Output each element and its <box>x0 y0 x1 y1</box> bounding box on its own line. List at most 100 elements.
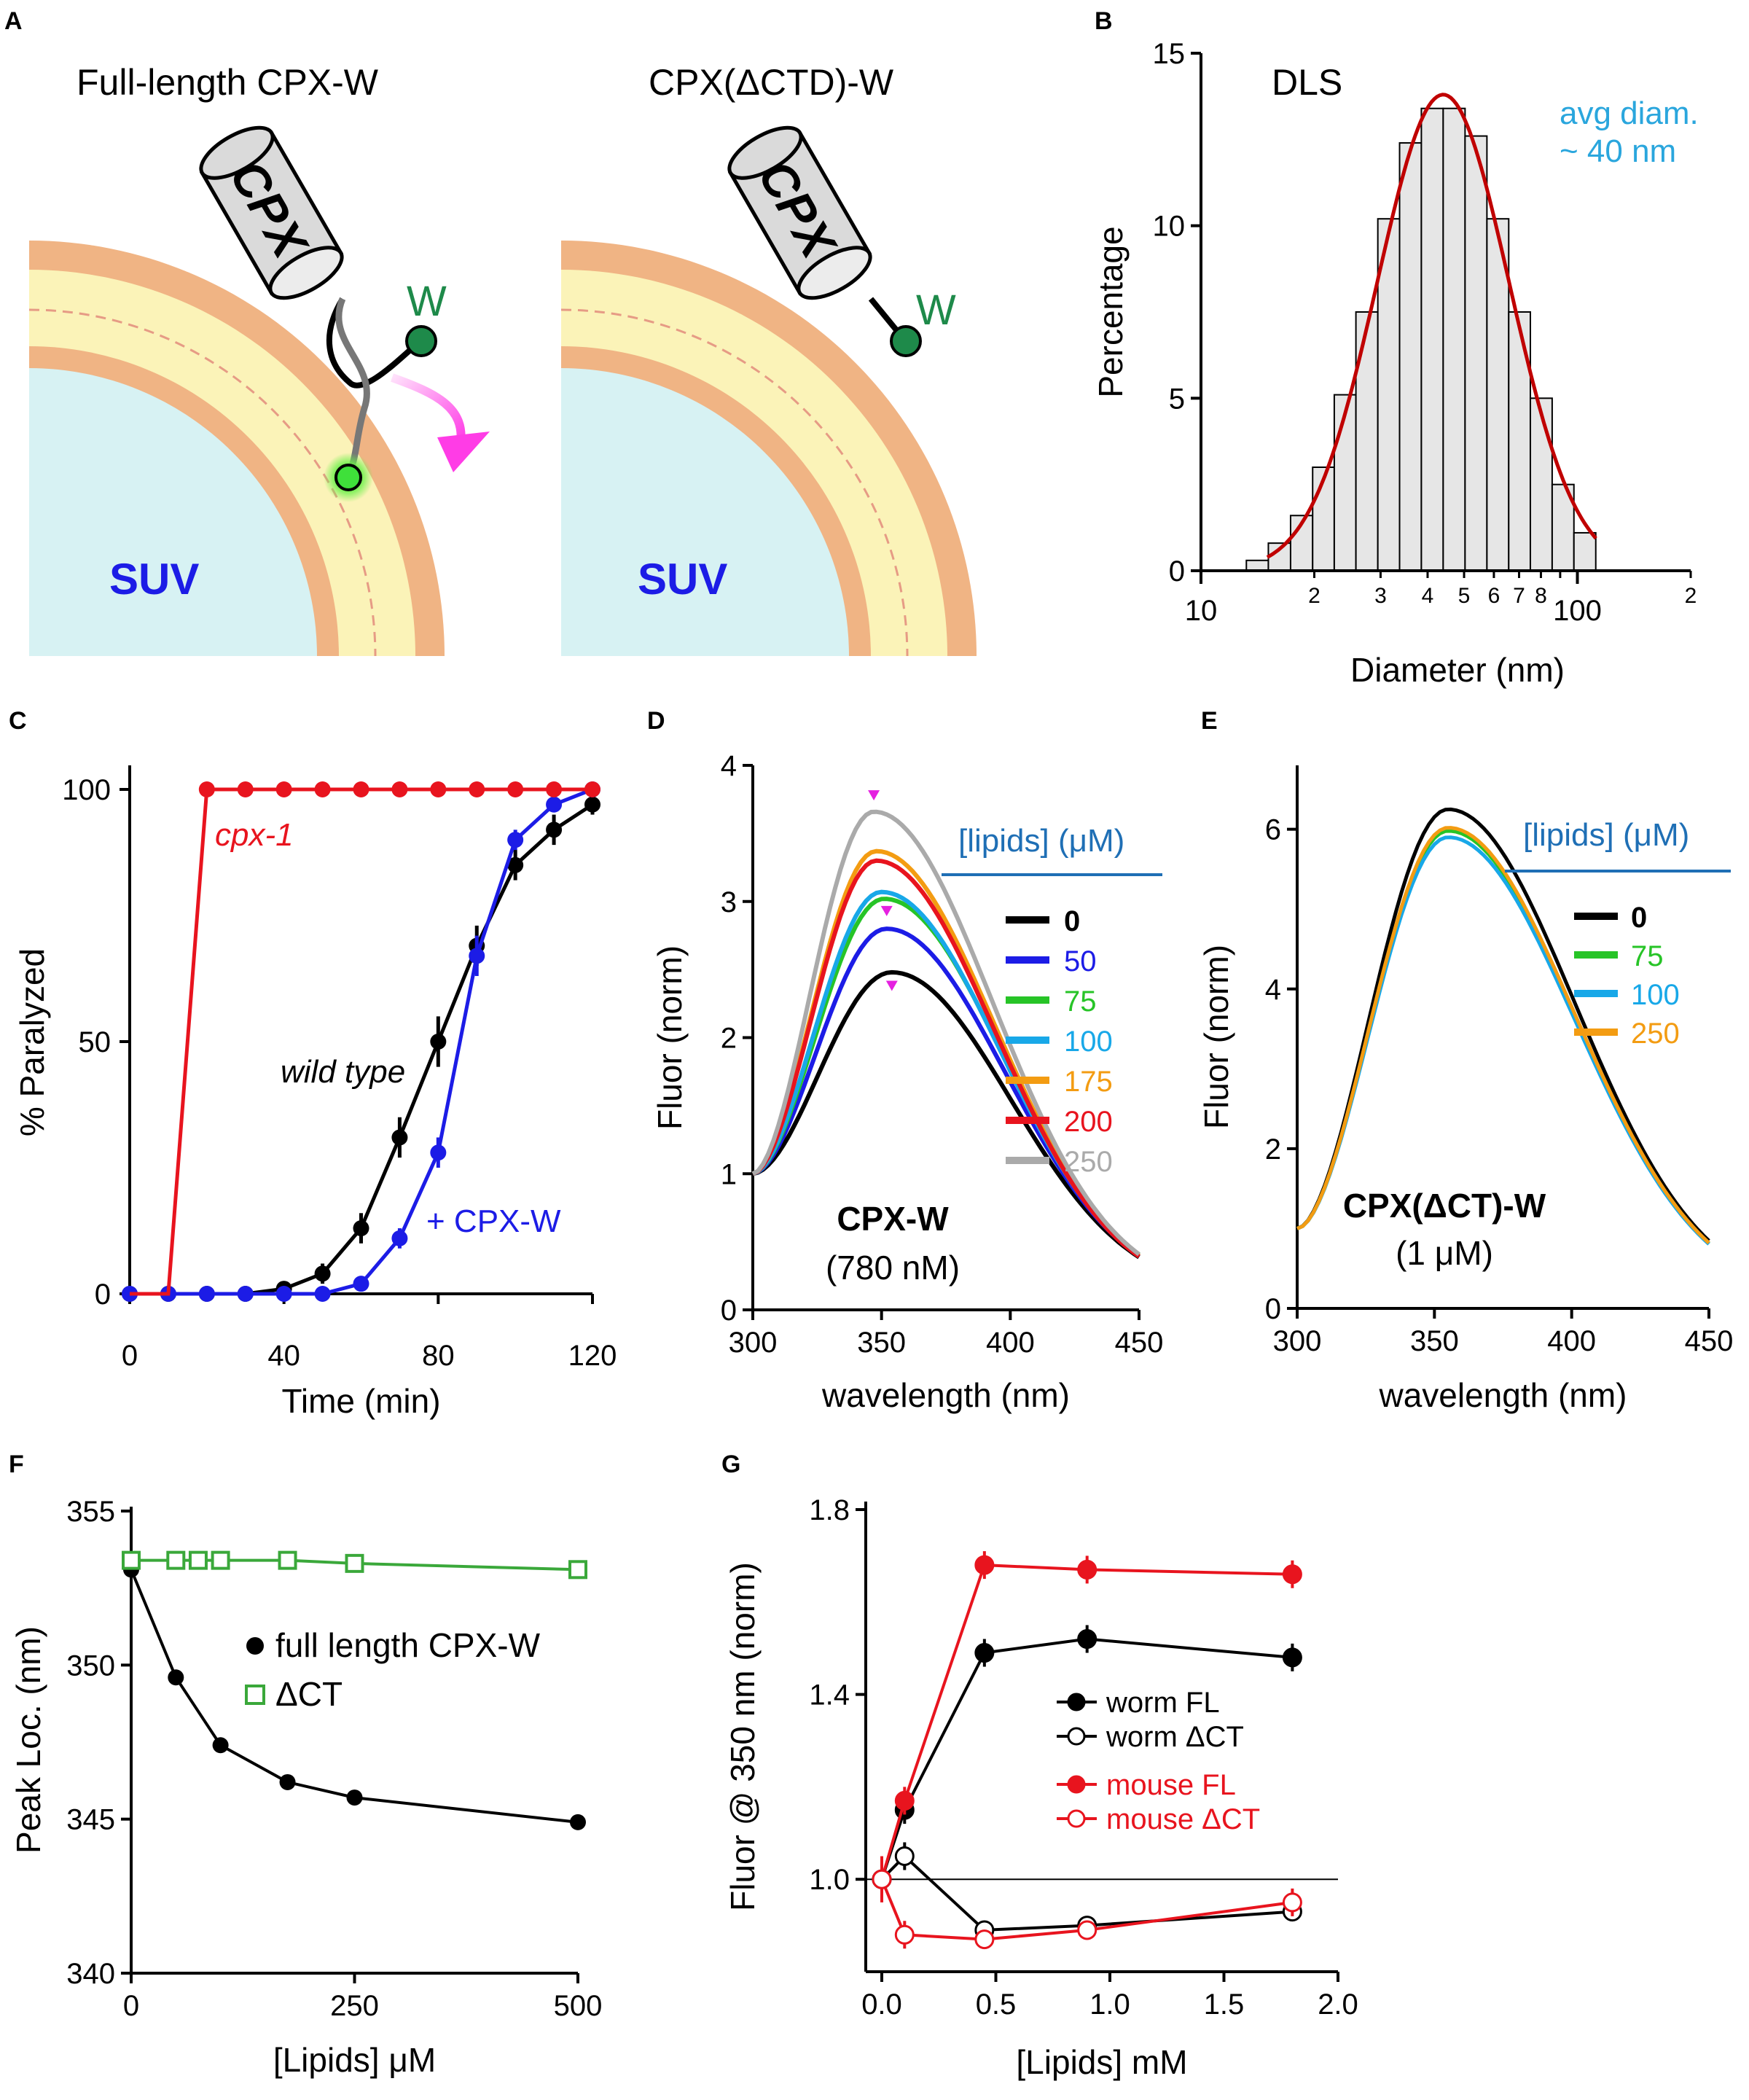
y-tick-label: 340 <box>66 1958 115 1990</box>
x-tick-label: 2.0 <box>1318 1988 1358 2021</box>
histogram-bar <box>1508 311 1531 571</box>
vesicle-lumen-right <box>561 368 849 656</box>
data-point <box>345 1553 364 1573</box>
data-point <box>974 1929 995 1950</box>
y-tick-label: 100 <box>62 774 111 806</box>
data-point <box>894 1790 915 1811</box>
histogram-bar <box>1464 135 1488 572</box>
legend-label: 75 <box>1064 985 1097 1018</box>
data-point <box>430 1144 447 1161</box>
y-axis-label: % Paralyzed <box>13 948 51 1136</box>
vesicle-right: SUV <box>560 241 977 657</box>
peak-location-chart: 0 250 500 340 345 350 355 [Lipids] μM Peak Loc. … <box>9 1496 602 2079</box>
data-point <box>211 1550 230 1570</box>
legend-marker <box>1067 1809 1086 1828</box>
data-point <box>974 1643 995 1663</box>
peak-marker <box>880 905 893 916</box>
data-point <box>584 781 600 797</box>
legend-marker <box>246 1637 264 1655</box>
dls-title: DLS <box>1272 62 1342 103</box>
y-tick-label: 2 <box>721 1023 737 1055</box>
data-point <box>212 1737 229 1754</box>
x-tick-label: 0 <box>123 1990 139 2022</box>
legend-marker <box>1067 1775 1086 1794</box>
lognormal-fit-curve <box>1266 93 1597 559</box>
histogram-bar <box>1398 142 1423 572</box>
y-tick-label: 0 <box>1169 555 1185 588</box>
y-tick-label: 345 <box>66 1804 115 1836</box>
data-point <box>353 1276 369 1292</box>
panel-e: E 300 350 400 450 0 2 4 6 wavelength (nm) Fluor (… <box>1197 707 1733 1414</box>
data-point <box>122 1550 141 1570</box>
x-tick-label: 100 <box>1553 595 1602 627</box>
data-point <box>469 948 485 964</box>
w-label-left: W <box>407 278 447 325</box>
data-point <box>507 856 524 873</box>
histogram-bar <box>1333 394 1357 571</box>
e-construct-label: CPX(ΔCT)-W <box>1343 1187 1546 1225</box>
d-legend-title: [lipids] (μM) <box>958 823 1124 859</box>
x-axis-label: [Lipids] mM <box>1016 2043 1187 2081</box>
x-tick-label: 2 <box>1308 584 1320 608</box>
data-point <box>188 1550 208 1570</box>
data-point <box>894 1846 915 1866</box>
x-tick-label: 4 <box>1422 584 1434 608</box>
panel-letter-f: F <box>9 1451 24 1478</box>
legend-marker <box>245 1685 265 1705</box>
data-point <box>1282 1564 1302 1585</box>
data-point <box>584 796 600 813</box>
y-tick-label: 1.4 <box>809 1679 850 1711</box>
data-point <box>275 781 292 797</box>
y-tick-label: 0 <box>721 1295 737 1327</box>
x-tick-label: 5 <box>1458 584 1471 608</box>
data-point <box>278 1550 297 1570</box>
histogram-bar <box>1529 397 1553 571</box>
x-tick-label: 2 <box>1685 584 1697 608</box>
tryptophan-right <box>890 325 922 357</box>
data-point <box>570 1814 586 1830</box>
data-point <box>430 1034 447 1050</box>
x-axis-label: [Lipids] μM <box>273 2041 436 2079</box>
data-point <box>1282 1647 1302 1668</box>
y-tick-label: 3 <box>721 886 737 918</box>
y-tick-label: 5 <box>1169 383 1185 415</box>
title-full-length: Full-length CPX-W <box>77 62 379 103</box>
histogram-bar <box>1420 107 1444 571</box>
legend-marker <box>1067 1693 1086 1711</box>
y-tick-label: 1.0 <box>809 1864 850 1896</box>
vesicle-lumen-left <box>29 368 317 656</box>
legend-label: full length CPX-W <box>275 1626 541 1664</box>
x-tick-label: 500 <box>554 1990 603 2022</box>
x-tick-label: 250 <box>330 1990 379 2022</box>
avg-diam-line1: avg diam. <box>1560 95 1699 131</box>
x-tick-label: 300 <box>729 1327 778 1359</box>
legend-label: worm ΔCT <box>1106 1721 1244 1753</box>
series-line <box>130 1569 579 1824</box>
spectrum-0 <box>752 969 1140 1260</box>
data-point <box>198 1286 215 1302</box>
panel-letter-b: B <box>1095 7 1113 35</box>
x-tick-label: 0 <box>122 1340 138 1372</box>
vesicle-left: SUV <box>28 241 445 657</box>
data-point <box>391 781 408 797</box>
legend-label: ΔCT <box>275 1675 343 1713</box>
histogram-bar <box>1377 218 1401 571</box>
paralysis-chart: 0 40 80 120 0 50 100 Time (min) % Paralyzed <box>13 765 617 1420</box>
histogram-bar <box>1245 559 1269 571</box>
x-tick-label: 8 <box>1535 584 1547 608</box>
data-point <box>346 1789 363 1806</box>
label-cpx-1: cpx-1 <box>215 817 294 853</box>
x-tick-label: 450 <box>1115 1327 1164 1359</box>
legend-label: 0 <box>1631 902 1647 934</box>
panel-a: A SUV SUV Full-length CPX-W CPX(ΔCTD)-W … <box>4 7 977 657</box>
legend-label: 75 <box>1631 940 1664 972</box>
data-point <box>391 1129 408 1146</box>
avg-diam-line2: ~ 40 nm <box>1560 133 1676 169</box>
y-tick-label: 50 <box>79 1026 111 1058</box>
d-legend: 0 50 75 100 175 200 250 <box>1006 905 1113 1178</box>
cpx-cylinder-right: CPX <box>727 125 872 300</box>
x-axis-label: wavelength (nm) <box>1378 1376 1627 1414</box>
legend-label: 100 <box>1064 1026 1113 1058</box>
e-legend-title: [lipids] (μM) <box>1523 817 1689 853</box>
